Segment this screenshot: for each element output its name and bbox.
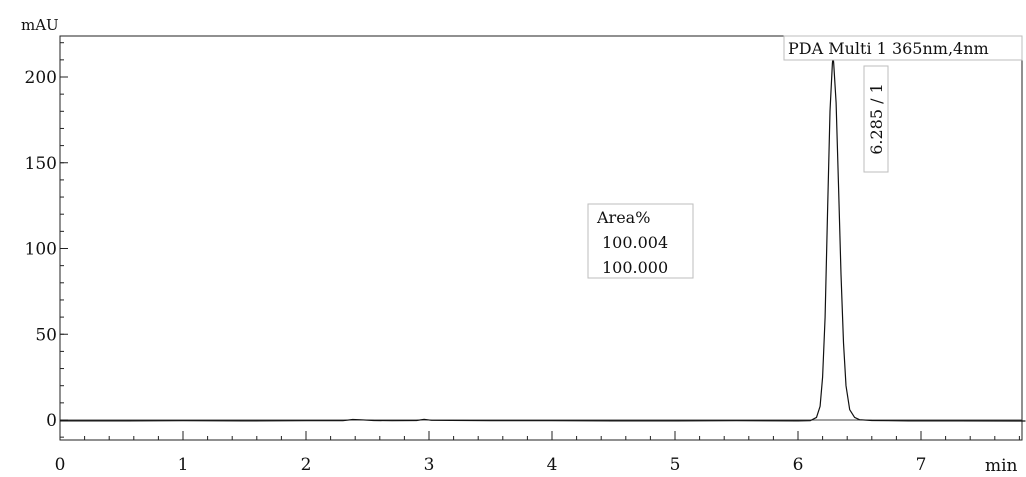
y-tick-label: 200 [25, 68, 57, 88]
x-tick-label: 0 [55, 455, 66, 475]
legend-box [783, 35, 1023, 61]
y-tick-label: 0 [46, 411, 57, 431]
y-tick-label: 50 [35, 325, 57, 345]
peak-label-text: 6.285 / 1 [867, 83, 886, 155]
y-tick-label: 150 [25, 154, 57, 174]
x-tick-label: 1 [178, 455, 189, 475]
y-tick-label-text: 100 [25, 240, 57, 260]
area-table-box [587, 203, 694, 279]
x-tick-label: 6 [793, 455, 804, 475]
legend-label: PDA Multi 1 365nm,4nm [788, 39, 989, 58]
x-tick-label: 5 [670, 455, 681, 475]
y-tick-label-text: 0 [46, 411, 57, 431]
area-table-value: 100.004 [602, 233, 668, 252]
area-table-title: Area% [596, 208, 650, 227]
x-axis-label: min [985, 456, 1018, 476]
signal-trace [60, 56, 1026, 422]
peak-label: 6.285 / 1 [863, 65, 889, 173]
area-table: Area% 100.004 100.000 [587, 203, 694, 279]
y-tick-label-text: 150 [25, 154, 57, 174]
area-table-value: 100.000 [602, 258, 668, 277]
y-tick-label: 100 [25, 240, 57, 260]
y-axis-label: mAU [21, 16, 59, 34]
y-tick-label-text: 200 [25, 68, 57, 88]
plot-frame [59, 35, 1023, 441]
x-tick-label: 2 [301, 455, 312, 475]
x-tick-label: 7 [916, 455, 927, 475]
x-tick-label: 3 [424, 455, 435, 475]
peak-label-box [863, 65, 889, 173]
y-tick-label-text: 50 [35, 325, 57, 345]
y-unit-bg [18, 14, 58, 34]
x-tick-label: 4 [547, 455, 558, 475]
legend: PDA Multi 1 365nm,4nm [783, 35, 1023, 61]
